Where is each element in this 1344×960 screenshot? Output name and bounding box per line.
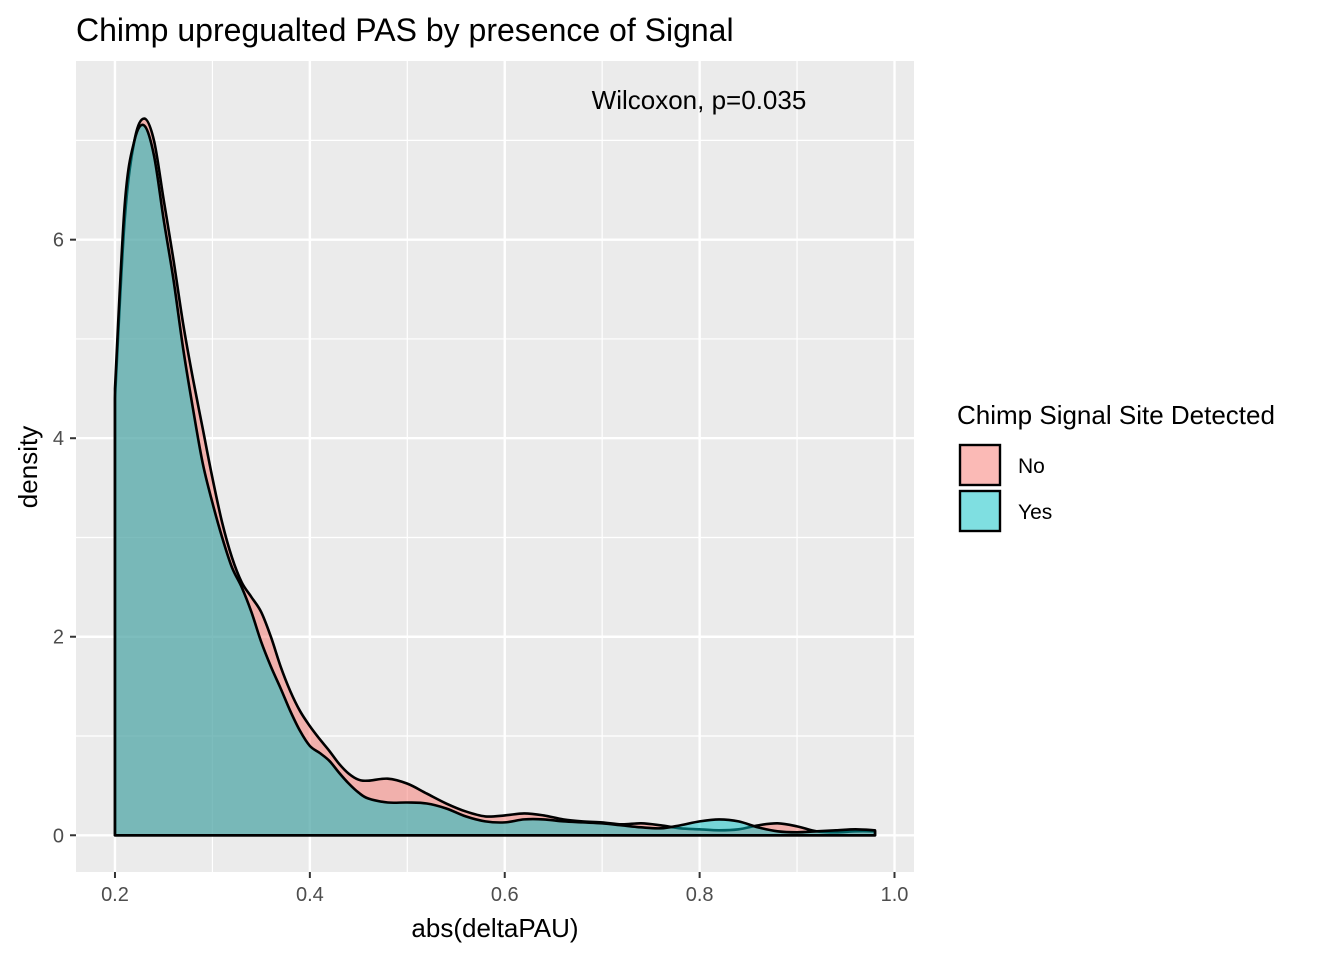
wilcoxon-annotation: Wilcoxon, p=0.035 xyxy=(592,85,807,115)
x-tick-label: 0.8 xyxy=(686,884,714,906)
legend-title: Chimp Signal Site Detected xyxy=(957,400,1275,430)
x-tick-label: 0.2 xyxy=(101,884,129,906)
y-axis: 0 2 4 6 xyxy=(53,230,76,847)
minor-gridlines xyxy=(76,61,914,872)
x-axis-title: abs(deltaPAU) xyxy=(411,913,578,943)
density-area-yes xyxy=(113,123,877,837)
legend-label-no: No xyxy=(1018,455,1045,478)
legend-key-yes xyxy=(958,489,1002,533)
x-axis: 0.2 0.4 0.6 0.8 1.0 xyxy=(101,872,908,906)
x-tick-label: 0.4 xyxy=(296,884,324,906)
legend-label-yes: Yes xyxy=(1018,501,1052,524)
legend: Chimp Signal Site Detected No Yes xyxy=(957,400,1275,533)
x-tick-label: 1.0 xyxy=(881,884,909,906)
x-tick-label: 0.6 xyxy=(491,884,519,906)
legend-key-no xyxy=(958,443,1002,487)
y-tick-label: 2 xyxy=(53,627,64,649)
density-series xyxy=(113,117,877,837)
y-axis-title: density xyxy=(13,426,43,508)
y-tick-label: 4 xyxy=(53,428,64,450)
y-tick-label: 0 xyxy=(53,825,64,847)
y-tick-label: 6 xyxy=(53,230,64,252)
chart-title: Chimp upregualted PAS by presence of Sig… xyxy=(76,12,734,48)
